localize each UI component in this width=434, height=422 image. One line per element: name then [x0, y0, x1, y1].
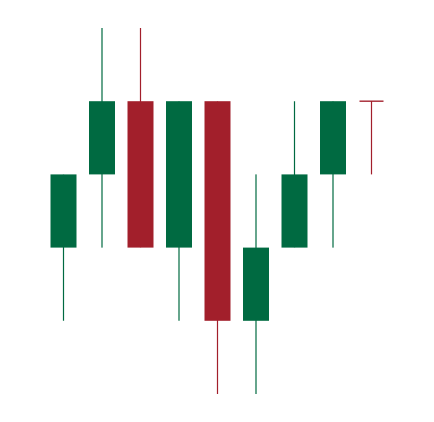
candle-5	[243, 174, 269, 394]
candle-body	[281, 174, 308, 248]
candle-0	[50, 174, 77, 321]
candle-2	[127, 28, 154, 248]
candle-6	[281, 101, 308, 248]
candle-body	[89, 101, 115, 175]
candle-body	[127, 101, 154, 248]
candle-body	[166, 101, 192, 248]
candle-1	[89, 28, 115, 248]
candle-body	[204, 101, 231, 321]
candle-body	[320, 101, 346, 175]
candle-body	[50, 174, 77, 248]
candle-3	[166, 101, 192, 321]
candle-body	[243, 247, 269, 321]
candle-4	[204, 101, 231, 394]
candle-8	[359, 100, 384, 175]
candle-7	[320, 101, 346, 248]
